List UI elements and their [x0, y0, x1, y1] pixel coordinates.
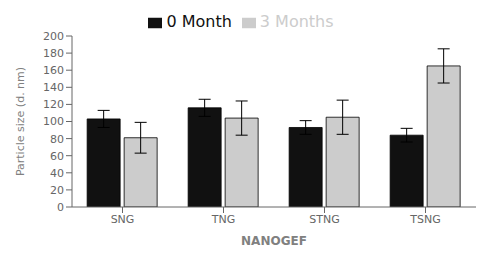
svg-text:80: 80: [50, 133, 64, 146]
svg-text:SNG: SNG: [111, 213, 135, 226]
svg-text:TSNG: TSNG: [409, 213, 440, 226]
svg-text:20: 20: [50, 184, 64, 197]
svg-text:STNG: STNG: [309, 213, 339, 226]
html-text:3 Months: 3 Months: [259, 12, 334, 31]
svg-text:200: 200: [43, 30, 64, 43]
svg-text:40: 40: [50, 167, 64, 180]
svg-text:180: 180: [43, 47, 64, 60]
html-text:0 Month: 0 Month: [166, 12, 232, 31]
svg-text:0: 0: [57, 201, 64, 214]
svg-text:60: 60: [50, 150, 64, 163]
svg-text:TNG: TNG: [211, 213, 235, 226]
svg-text:Particle size (d. nm): Particle size (d. nm): [14, 67, 27, 176]
svg-text:100: 100: [43, 115, 64, 128]
svg-text:160: 160: [43, 64, 64, 77]
svg-text:120: 120: [43, 98, 64, 111]
svg-text:140: 140: [43, 81, 64, 94]
svg-text:NANOGEF: NANOGEF: [241, 234, 307, 248]
